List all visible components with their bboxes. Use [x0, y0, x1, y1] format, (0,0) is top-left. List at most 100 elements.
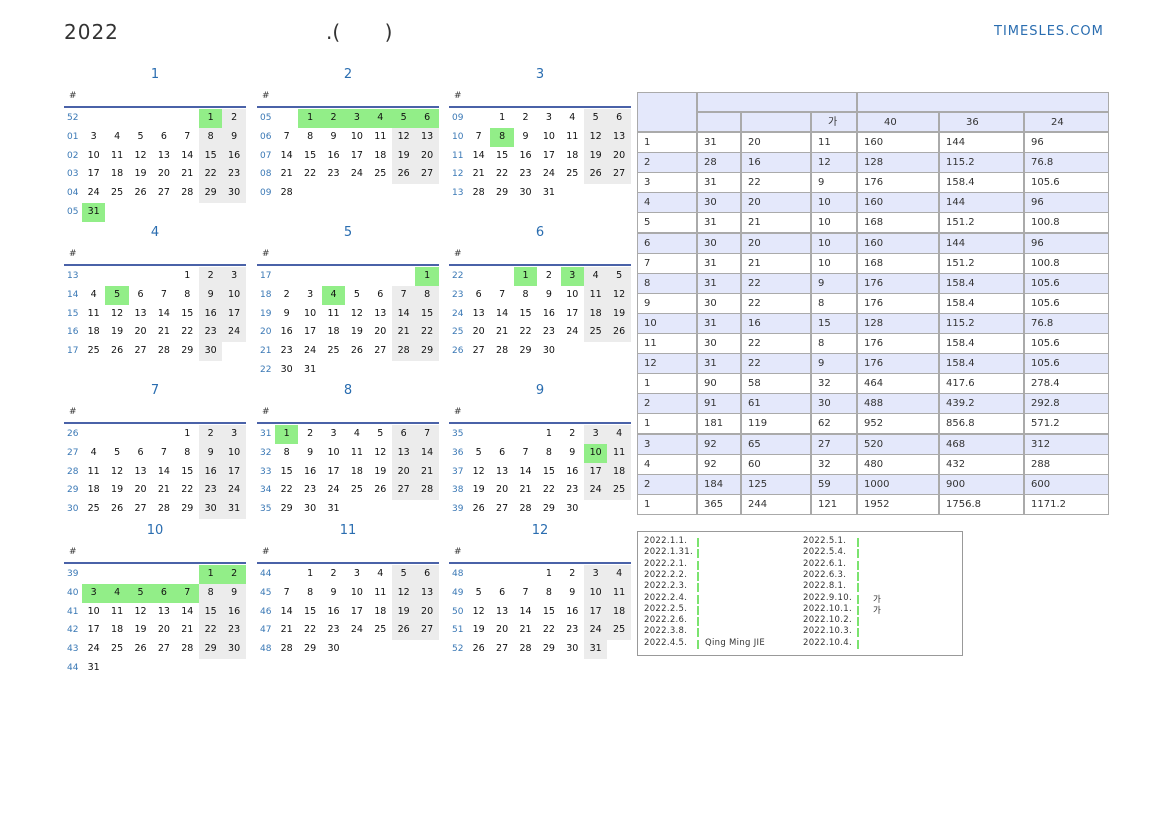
table-cell: 11 [637, 333, 697, 355]
table-cell: 22 [741, 333, 811, 355]
day-cell: 23 [222, 165, 246, 185]
day-cell: 25 [350, 484, 363, 496]
day-cell: 28 [157, 503, 170, 515]
day-cell: 30 [327, 643, 340, 655]
note-date: 2022.9.10. [803, 592, 852, 603]
table-cell: 115.2 [939, 152, 1024, 174]
day-cell: 20 [374, 326, 387, 338]
day-cell: 27 [134, 345, 147, 357]
table-cell: 244 [741, 493, 811, 515]
week-number: 06 [260, 131, 272, 142]
table-cell: 105.6 [1024, 172, 1109, 194]
day-cell: 22 [181, 484, 194, 496]
table-cell: 28 [697, 152, 741, 174]
day-cell: 7 [475, 130, 482, 142]
day-cell: 16 [542, 307, 555, 319]
table-cell: 15 [811, 312, 857, 334]
day-cell: 18 [584, 304, 608, 324]
table-cell: 100.8 [1024, 212, 1109, 234]
week-header: # [454, 91, 462, 101]
day-cell: 13 [392, 443, 416, 463]
day-cell: 17 [87, 624, 100, 636]
day-cell: 7 [392, 285, 416, 305]
week-number: 20 [260, 327, 272, 338]
table-subheader: 24 [1024, 112, 1109, 132]
day-cell: 22 [181, 326, 194, 338]
day-cell: 10 [304, 307, 317, 319]
day-cell: 17 [222, 304, 246, 324]
table-cell: 151.2 [939, 252, 1024, 274]
table-cell: 10 [811, 232, 857, 254]
day-cell: 10 [222, 285, 246, 305]
note-marker [857, 571, 859, 581]
table-cell: 12 [637, 353, 697, 375]
table-cell: 31 [697, 272, 741, 294]
day-cell: 10 [87, 149, 100, 161]
table-cell: 1 [637, 413, 697, 435]
day-cell: 18 [374, 605, 387, 617]
day-cell: 25 [374, 168, 387, 180]
table-cell: 10 [811, 212, 857, 234]
site-link[interactable]: TIMESLES.COM [994, 24, 1104, 39]
table-cell: 365 [697, 493, 741, 515]
day-cell: 29 [181, 345, 194, 357]
note-date: 2022.1.31. [644, 547, 693, 558]
day-cell: 28 [157, 345, 170, 357]
table-cell: 158.4 [939, 172, 1024, 194]
week-header: # [262, 91, 270, 101]
day-cell: 26 [111, 345, 124, 357]
table-cell: 31 [697, 172, 741, 194]
day-cell: 12 [374, 446, 387, 458]
week-number: 19 [260, 308, 272, 319]
day-cell: 6 [137, 446, 144, 458]
week-number: 14 [67, 289, 79, 300]
day-cell: 24 [566, 326, 579, 338]
week-number: 30 [67, 504, 79, 515]
day-cell: 25 [111, 643, 124, 655]
table-cell: 158.4 [939, 333, 1024, 355]
table-subheader: 36 [939, 112, 1024, 132]
day-cell: 10 [327, 446, 340, 458]
month-title: 6 [535, 225, 545, 240]
table-cell: 1952 [857, 493, 939, 515]
week-header: # [69, 547, 77, 557]
day-cell: 12 [472, 465, 485, 477]
day-cell: 5 [392, 565, 416, 584]
day-cell: 4 [105, 583, 129, 603]
note-date: 2022.1.1. [644, 536, 688, 546]
week-number: 17 [260, 271, 272, 281]
day-cell: 6 [499, 586, 506, 598]
day-cell: 24 [542, 168, 555, 180]
day-cell: 3 [307, 288, 314, 300]
day-cell: 19 [392, 146, 416, 166]
day-cell: 10 [350, 586, 363, 598]
day-cell: 24 [304, 345, 317, 357]
day-cell: 30 [519, 187, 532, 199]
day-cell: 31 [87, 662, 100, 673]
table-cell: 128 [857, 312, 939, 334]
table-cell: 3 [637, 433, 697, 455]
week-header: # [454, 547, 462, 557]
day-cell: 8 [307, 130, 314, 142]
table-cell: 22 [741, 172, 811, 194]
day-cell: 8 [184, 446, 191, 458]
day-cell: 13 [472, 307, 485, 319]
week-number: 27 [67, 447, 79, 458]
table-header-cell [857, 92, 1109, 112]
day-cell: 3 [222, 267, 246, 286]
week-number: 12 [452, 169, 464, 180]
table-cell: 60 [741, 453, 811, 475]
day-cell: 12 [584, 127, 608, 147]
day-cell: 29 [181, 503, 194, 515]
week-number: 38 [452, 485, 464, 496]
table-cell: 96 [1024, 192, 1109, 214]
day-cell: 28 [415, 481, 439, 501]
day-cell: 6 [152, 583, 176, 603]
day-cell: 24 [350, 168, 363, 180]
week-number: 48 [260, 644, 272, 655]
table-cell: 9 [811, 353, 857, 375]
table-cell: 65 [741, 433, 811, 455]
month-title: 8 [343, 383, 353, 398]
day-cell: 11 [350, 446, 363, 458]
